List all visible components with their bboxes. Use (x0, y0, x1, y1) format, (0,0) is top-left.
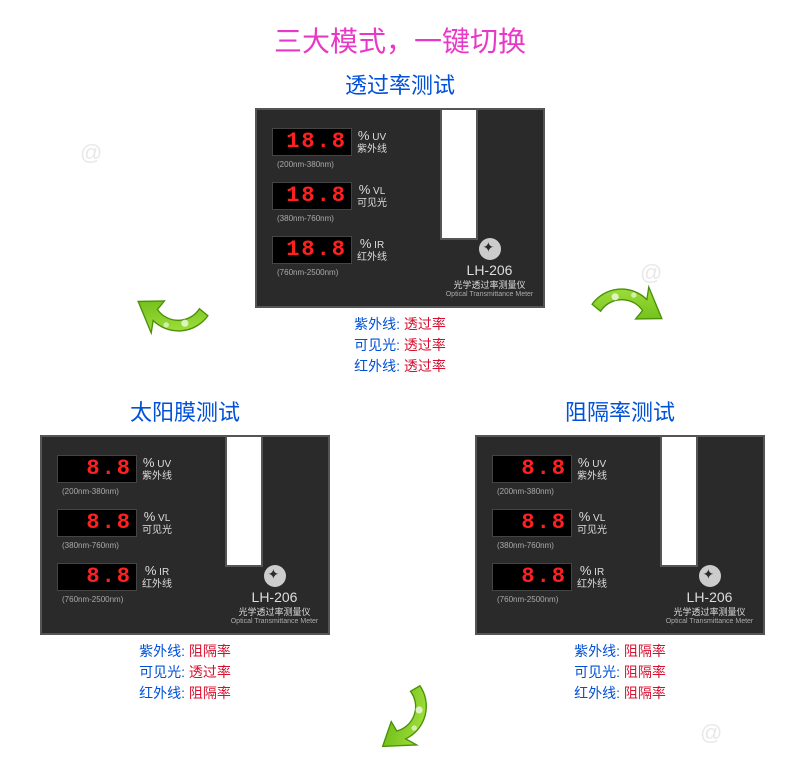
range-ir: (760nm-2500nm) (277, 268, 338, 277)
led-label-uv: % UV紫外线 (357, 129, 387, 154)
led-vl: 8.8 (57, 509, 137, 537)
mode-left: 太阳膜测试 8.8% UV紫外线 (200nm-380nm) 8.8% VL可见… (40, 395, 330, 704)
display-row-uv: 18.8 % UV紫外线 (272, 128, 387, 156)
led-uv: 8.8 (492, 455, 572, 483)
led-uv: 18.8 (272, 128, 352, 156)
desc-right: 紫外线: 阻隔率 可见光: 阻隔率 红外线: 阻隔率 (475, 641, 765, 704)
display-row-vl: 18.8 % VL可见光 (272, 182, 387, 210)
arrow-bottom-icon (342, 647, 469, 773)
device-slot (440, 110, 478, 240)
display-row-ir: 18.8 % IR红外线 (272, 236, 387, 264)
led-ir: 18.8 (272, 236, 352, 264)
desc-top: 紫外线: 透过率 可见光: 透过率 红外线: 透过率 (255, 314, 545, 377)
logo-icon (264, 565, 286, 587)
range-vl: (380nm-760nm) (277, 214, 334, 223)
device-right: 8.8% UV紫外线 (200nm-380nm) 8.8% VL可见光 (380… (475, 435, 765, 635)
led-uv: 8.8 (57, 455, 137, 483)
led-vl: 8.8 (492, 509, 572, 537)
device-top: 18.8 % UV紫外线 (200nm-380nm) 18.8 % VL可见光 … (255, 108, 545, 308)
model-name: LH-206 (442, 262, 537, 278)
led-ir: 8.8 (492, 563, 572, 591)
mode-top: 透过率测试 18.8 % UV紫外线 (200nm-380nm) 18.8 % … (255, 68, 545, 377)
led-label-ir: % IR红外线 (357, 237, 387, 262)
device-slot (225, 437, 263, 567)
logo-icon (699, 565, 721, 587)
device-slot (660, 437, 698, 567)
main-title: 三大模式，一键切换 (0, 20, 800, 60)
model-area: LH-206 光学透过率测量仪 Optical Transmittance Me… (442, 238, 537, 298)
mode-right: 阻隔率测试 8.8% UV紫外线 (200nm-380nm) 8.8% VL可见… (475, 395, 765, 704)
arrow-left-icon (119, 249, 242, 372)
range-uv: (200nm-380nm) (277, 160, 334, 169)
desc-left: 紫外线: 阻隔率 可见光: 透过率 红外线: 阻隔率 (40, 641, 330, 704)
arrow-right-icon (559, 249, 682, 372)
led-vl: 18.8 (272, 182, 352, 210)
led-ir: 8.8 (57, 563, 137, 591)
mode-left-title: 太阳膜测试 (40, 395, 330, 427)
logo-icon (479, 238, 501, 260)
model-sub-cn: 光学透过率测量仪 (442, 280, 537, 291)
device-left: 8.8% UV紫外线 (200nm-380nm) 8.8% VL可见光 (380… (40, 435, 330, 635)
led-label-vl: % VL可见光 (357, 183, 387, 208)
mode-right-title: 阻隔率测试 (475, 395, 765, 427)
model-sub-en: Optical Transmittance Meter (442, 291, 537, 298)
mode-top-title: 透过率测试 (255, 68, 545, 100)
